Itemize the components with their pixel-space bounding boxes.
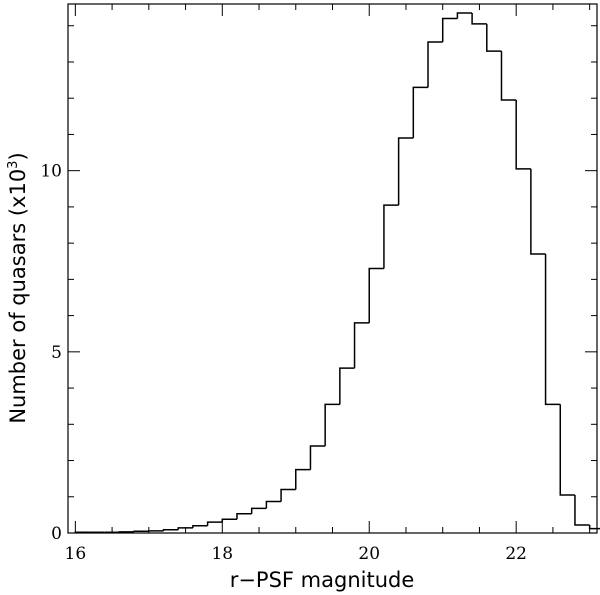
- y-tick-label: 0: [51, 524, 62, 544]
- histogram-steps: [74, 12, 600, 534]
- histogram-bin: [309, 445, 326, 470]
- histogram-bin: [265, 500, 282, 509]
- histogram-bin: [559, 404, 575, 496]
- histogram-bin: [353, 322, 370, 369]
- histogram-bin: [192, 525, 208, 528]
- histogram-bin: [280, 488, 296, 502]
- histogram-bin: [588, 525, 600, 530]
- histogram-bin: [530, 168, 546, 255]
- histogram-bin: [515, 100, 531, 170]
- histogram-bin: [177, 527, 193, 530]
- histogram-bin: [427, 41, 443, 88]
- histogram-bin: [206, 521, 223, 526]
- x-tick-label: 22: [505, 544, 527, 564]
- y-axis-title: Number of quasars (x103): [6, 152, 30, 423]
- axis-ticks: [68, 4, 597, 534]
- histogram-bin: [574, 494, 590, 526]
- y-axis-title-close: ): [6, 152, 30, 160]
- x-axis-title: r−PSF magnitude: [230, 568, 415, 592]
- histogram-bin: [500, 51, 517, 101]
- histogram-bin: [133, 530, 149, 532]
- plot-frame: [67, 3, 598, 534]
- histogram-bin: [295, 468, 311, 490]
- y-tick-label: 10: [40, 162, 62, 182]
- histogram-bin: [412, 86, 429, 139]
- histogram-bin: [456, 12, 473, 19]
- y-axis-title-main: Number of quasars (x10: [6, 169, 30, 424]
- histogram-bin: [368, 267, 384, 323]
- x-tick-label: 16: [65, 544, 87, 564]
- histogram-bin: [324, 403, 340, 447]
- histogram-bin: [544, 254, 561, 406]
- histogram-bin: [397, 137, 414, 206]
- y-axis-title-sup: 3: [6, 161, 21, 169]
- histogram-bin: [236, 513, 252, 520]
- histogram-bin: [162, 528, 179, 531]
- y-tick-label: 5: [51, 343, 62, 363]
- histogram-bin: [221, 518, 237, 523]
- histogram-bin: [486, 23, 502, 52]
- histogram-bin: [339, 367, 355, 405]
- histogram-bin: [471, 13, 487, 25]
- histogram-bin: [74, 531, 91, 534]
- tick-labels: 16 18 20 22 0 5 10: [40, 162, 527, 564]
- x-tick-label: 18: [211, 544, 233, 564]
- histogram-bin: [250, 507, 267, 514]
- x-tick-label: 20: [358, 544, 380, 564]
- histogram-bin: [383, 204, 399, 269]
- histogram-bin: [441, 17, 458, 43]
